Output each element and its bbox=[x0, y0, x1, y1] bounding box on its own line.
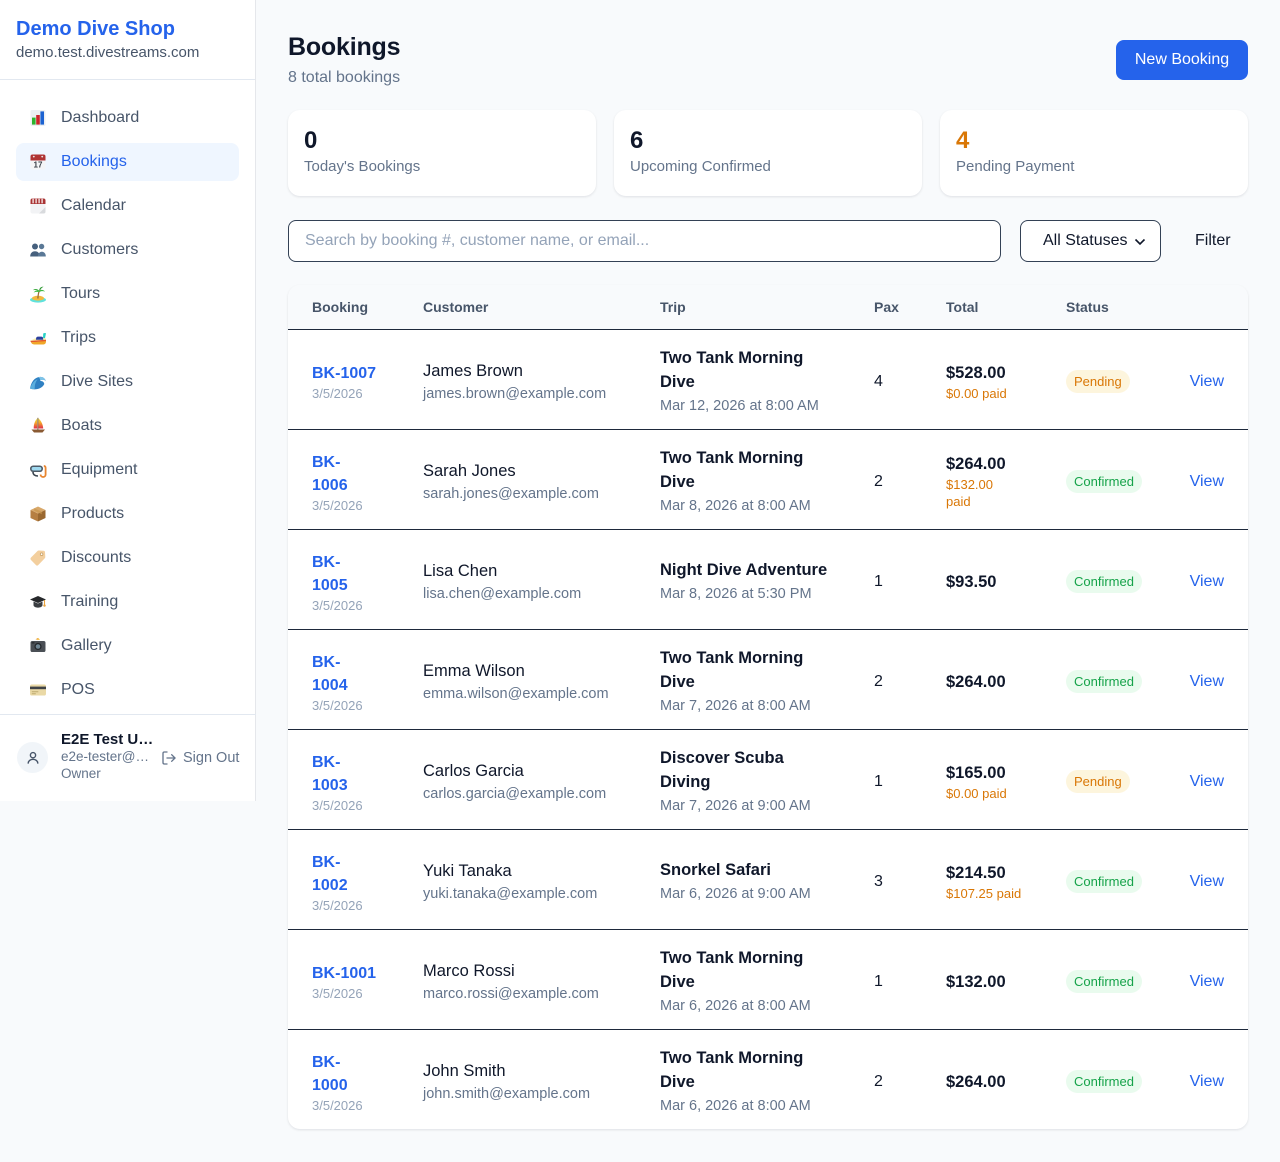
svg-text:17: 17 bbox=[34, 161, 43, 170]
